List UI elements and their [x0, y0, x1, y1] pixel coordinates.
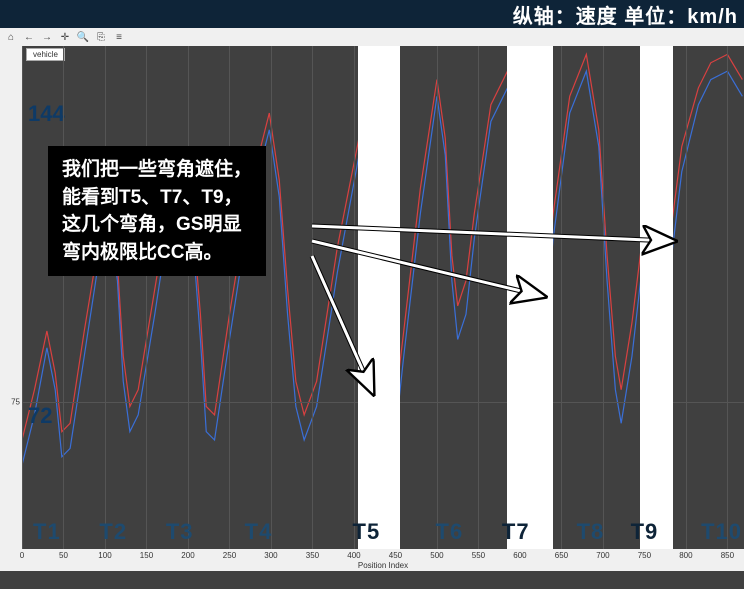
x-tick: 150: [140, 551, 153, 560]
grid-v: [312, 46, 313, 549]
toolbar-icon[interactable]: ✛: [58, 30, 72, 44]
corner-label: T7: [502, 519, 530, 545]
grid-v: [603, 46, 604, 549]
corner-label: T10: [701, 519, 742, 545]
toolbar-icon[interactable]: ⎘: [94, 30, 108, 44]
toolbar: ⌂ ← → ✛ 🔍 ⎘ ≡: [0, 28, 744, 46]
grid-v: [188, 46, 189, 549]
x-tick: 0: [20, 551, 24, 560]
chart-inner: vehicle 14472T1T2T3T4T5T6T7T8T9T10: [22, 46, 744, 549]
corner-label: T8: [577, 519, 605, 545]
y-big-label: 144: [28, 101, 65, 127]
corner-label: T9: [631, 519, 659, 545]
annotation-line: 我们把一些弯角遮住，: [62, 156, 252, 184]
y-tick: 75: [11, 398, 20, 407]
toolbar-icon[interactable]: ⌂: [4, 30, 18, 44]
x-tick: 250: [223, 551, 236, 560]
x-tick: 550: [472, 551, 485, 560]
x-tick: 400: [347, 551, 360, 560]
x-tick: 200: [181, 551, 194, 560]
x-tick: 850: [721, 551, 734, 560]
x-tick: 650: [555, 551, 568, 560]
corner-label: T4: [245, 519, 273, 545]
grid-v: [727, 46, 728, 549]
highlight-band: [507, 46, 553, 549]
toolbar-icon[interactable]: →: [40, 30, 54, 44]
x-tick: 800: [679, 551, 692, 560]
corner-label: T1: [33, 519, 61, 545]
header-title: 纵轴：速度 单位：km/h: [513, 0, 738, 29]
toolbar-icon[interactable]: 🔍: [76, 30, 90, 44]
grid-v: [146, 46, 147, 549]
highlight-band: [640, 46, 673, 549]
x-tick: 500: [430, 551, 443, 560]
header-bar: 纵轴：速度 单位：km/h: [0, 0, 744, 28]
grid-v: [561, 46, 562, 549]
grid-v: [63, 46, 64, 549]
x-tick: 50: [59, 551, 68, 560]
corner-label: T5: [353, 519, 381, 545]
grid-v: [105, 46, 106, 549]
x-tick: 600: [513, 551, 526, 560]
grid-v: [354, 46, 355, 549]
x-tick: 100: [98, 551, 111, 560]
highlight-band: [358, 46, 399, 549]
x-tick: 300: [264, 551, 277, 560]
annotation-line: 能看到T5、T7、T9，: [62, 184, 252, 212]
grid-v: [437, 46, 438, 549]
grid-v: [229, 46, 230, 549]
x-tick: 700: [596, 551, 609, 560]
grid-v: [22, 46, 23, 549]
corner-label: T3: [166, 519, 194, 545]
grid-v: [478, 46, 479, 549]
grid-v: [686, 46, 687, 549]
corner-label: T6: [436, 519, 464, 545]
y-big-label: 72: [28, 403, 52, 429]
x-tick: 750: [638, 551, 651, 560]
annotation-line: 这几个弯角，GS明显: [62, 211, 252, 239]
grid-v: [271, 46, 272, 549]
x-tick: 350: [306, 551, 319, 560]
corner-label: T2: [99, 519, 127, 545]
y-axis: 75: [0, 46, 22, 571]
x-tick: 450: [389, 551, 402, 560]
annotation-callout: 我们把一些弯角遮住，能看到T5、T7、T9，这几个弯角，GS明显弯内极限比CC高…: [48, 146, 266, 276]
annotation-line: 弯内极限比CC高。: [62, 239, 252, 267]
x-axis: Position Index 0 50 100 150 200 250 300 350 400 4…: [22, 549, 744, 571]
toolbar-icon[interactable]: ≡: [112, 30, 126, 44]
toolbar-icon[interactable]: ←: [22, 30, 36, 44]
plot-area: 75 vehicle 14472T1T2T3T4T5T6T7T8T9T10 Po…: [0, 46, 744, 571]
x-axis-title: Position Index: [358, 561, 408, 570]
